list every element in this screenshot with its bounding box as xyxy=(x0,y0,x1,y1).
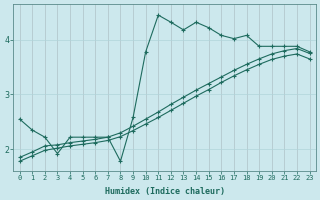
X-axis label: Humidex (Indice chaleur): Humidex (Indice chaleur) xyxy=(105,187,225,196)
